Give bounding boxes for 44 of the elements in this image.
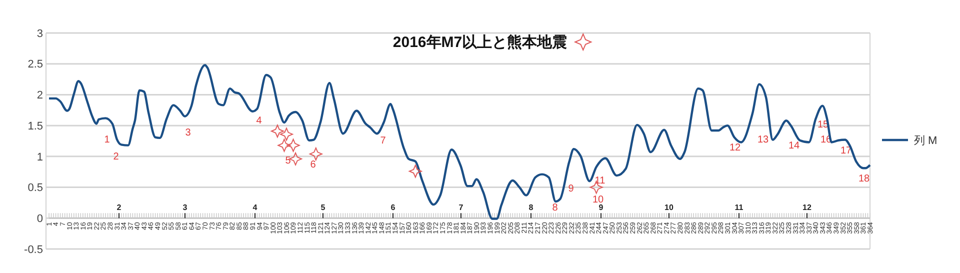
annotation: 6	[310, 160, 316, 170]
y-tick-label: 2.5	[28, 58, 43, 71]
legend-label: 列 M	[914, 134, 938, 147]
annotation: 18	[858, 174, 870, 184]
line-series	[48, 64, 872, 220]
point	[286, 138, 300, 152]
y-tick-label: 1.5	[28, 120, 43, 132]
y-tick-label: 0	[36, 212, 43, 225]
annotation: 10	[592, 194, 604, 206]
chart-title: 2016年M7以上と熊本地震	[392, 34, 568, 51]
annotation: 8	[552, 202, 558, 214]
annotation: 12	[802, 203, 812, 212]
y-tick-label: 0.5	[28, 182, 43, 194]
point	[270, 124, 284, 138]
annotation: 7	[458, 203, 464, 212]
annotation: 4	[256, 116, 262, 126]
annotation: 9	[598, 203, 604, 212]
y-tick-label: 3	[36, 28, 43, 40]
annotation: 10	[664, 203, 674, 212]
annotation: 8	[528, 203, 534, 212]
annotation: 2	[113, 152, 120, 162]
annotation: 3	[182, 203, 188, 212]
annotation: 9	[568, 184, 574, 194]
point	[408, 164, 422, 178]
annotation: 6	[390, 203, 396, 212]
annotation: 11	[734, 203, 744, 212]
annotation: 12	[729, 142, 741, 154]
annotation: 1	[104, 134, 110, 146]
annotation: 5	[285, 156, 292, 166]
point	[280, 128, 293, 141]
point	[289, 152, 302, 166]
annotation: 5	[320, 203, 326, 212]
annotation: 13	[757, 134, 769, 146]
y-tick-label: 1	[36, 151, 43, 164]
annotation: 11	[594, 176, 606, 186]
annotation: 14	[788, 140, 800, 152]
annotation: 3	[185, 128, 192, 138]
point	[278, 138, 291, 152]
y-tick-label: 2	[36, 90, 43, 102]
annotation: 7	[380, 136, 386, 146]
annotation: 4	[252, 203, 258, 212]
annotation: 2	[116, 203, 122, 212]
point	[309, 147, 322, 160]
y-tick-label: -0.5	[24, 244, 43, 256]
